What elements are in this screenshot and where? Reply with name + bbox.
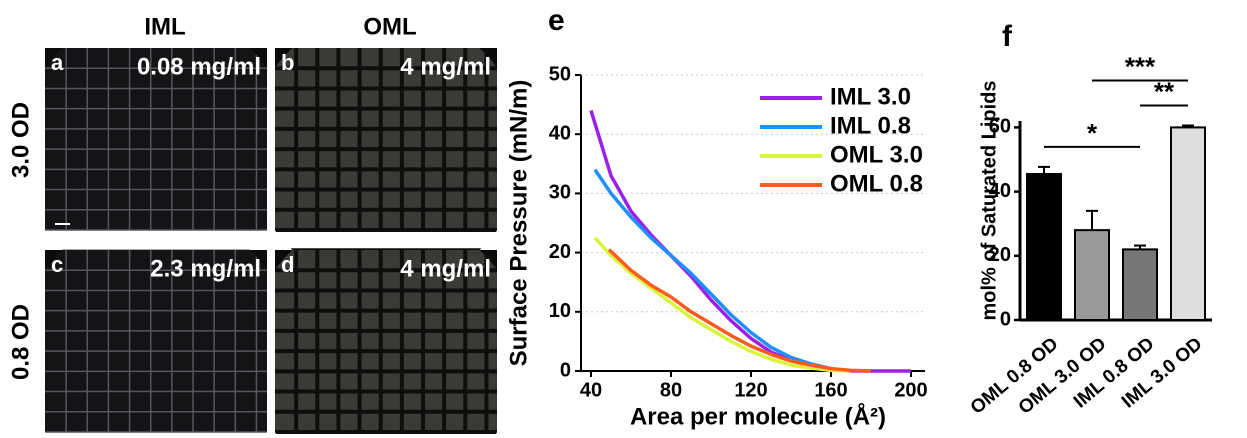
micrograph: a 0.08 mg/ml — [45, 48, 267, 251]
y-tick-label: 0 — [1000, 308, 1011, 330]
x-tick-label: 160 — [814, 379, 847, 401]
panel-letter: f — [1002, 20, 1013, 53]
panel-letter: e — [548, 4, 565, 37]
micrograph: d 4 mg/ml — [275, 250, 497, 434]
y-tick-label: 60 — [989, 116, 1011, 138]
y-tick-label: 0 — [560, 359, 571, 381]
bar — [1170, 126, 1206, 321]
y-axis-title: Surface Pressure (mN/m) — [505, 80, 532, 367]
x-tick-label: 200 — [894, 379, 927, 401]
y-tick-label: 40 — [549, 122, 571, 144]
column-header: IML — [144, 13, 185, 40]
significance-label: *** — [1125, 51, 1156, 81]
panel-letter: a — [51, 50, 64, 75]
y-tick-label: 30 — [549, 182, 571, 204]
line-series — [607, 248, 872, 373]
panel-label: 4 mg/ml — [400, 53, 491, 80]
significance-label: * — [1087, 118, 1098, 148]
legend-label: OML 0.8 — [830, 170, 923, 197]
row-header: 3.0 OD — [7, 102, 34, 178]
legend-label: IML 0.8 — [830, 112, 911, 139]
y-tick-label: 20 — [989, 244, 1011, 266]
panel-label: 0.08 mg/ml — [137, 53, 261, 80]
y-tick-label: 50 — [549, 63, 571, 85]
panel-letter: d — [281, 252, 294, 277]
panel-label: 2.3 mg/ml — [150, 255, 261, 282]
line-series — [593, 236, 852, 373]
micrograph-disc — [45, 250, 267, 432]
bar — [1026, 172, 1062, 321]
bar — [1074, 229, 1110, 321]
x-tick-label: 80 — [660, 379, 682, 401]
x-tick-label: 120 — [734, 379, 767, 401]
micrograph-disc — [275, 250, 497, 432]
bar — [1122, 248, 1158, 321]
x-tick-label: 40 — [580, 379, 602, 401]
micrograph-disc — [45, 48, 267, 230]
x-axis-title: Area per molecule (Å²) — [630, 402, 886, 430]
panel-letter: b — [281, 50, 294, 75]
significance-label: ** — [1154, 76, 1175, 106]
legend-label: IML 3.0 — [830, 83, 911, 110]
y-axis-title: mol% of Saturated Lipids — [978, 80, 1000, 320]
y-tick-label: 40 — [989, 180, 1011, 202]
column-header: OML — [363, 13, 416, 40]
panel-letter: c — [51, 252, 63, 277]
micrograph: c 2.3 mg/ml — [45, 250, 267, 433]
row-header: 0.8 OD — [7, 304, 34, 380]
micrograph: b 4 mg/ml — [275, 48, 497, 253]
panel-label: 4 mg/ml — [400, 255, 491, 282]
legend-label: OML 3.0 — [830, 141, 923, 168]
y-tick-label: 10 — [549, 300, 571, 322]
y-tick-label: 20 — [549, 241, 571, 263]
micrograph-disc — [275, 48, 497, 230]
